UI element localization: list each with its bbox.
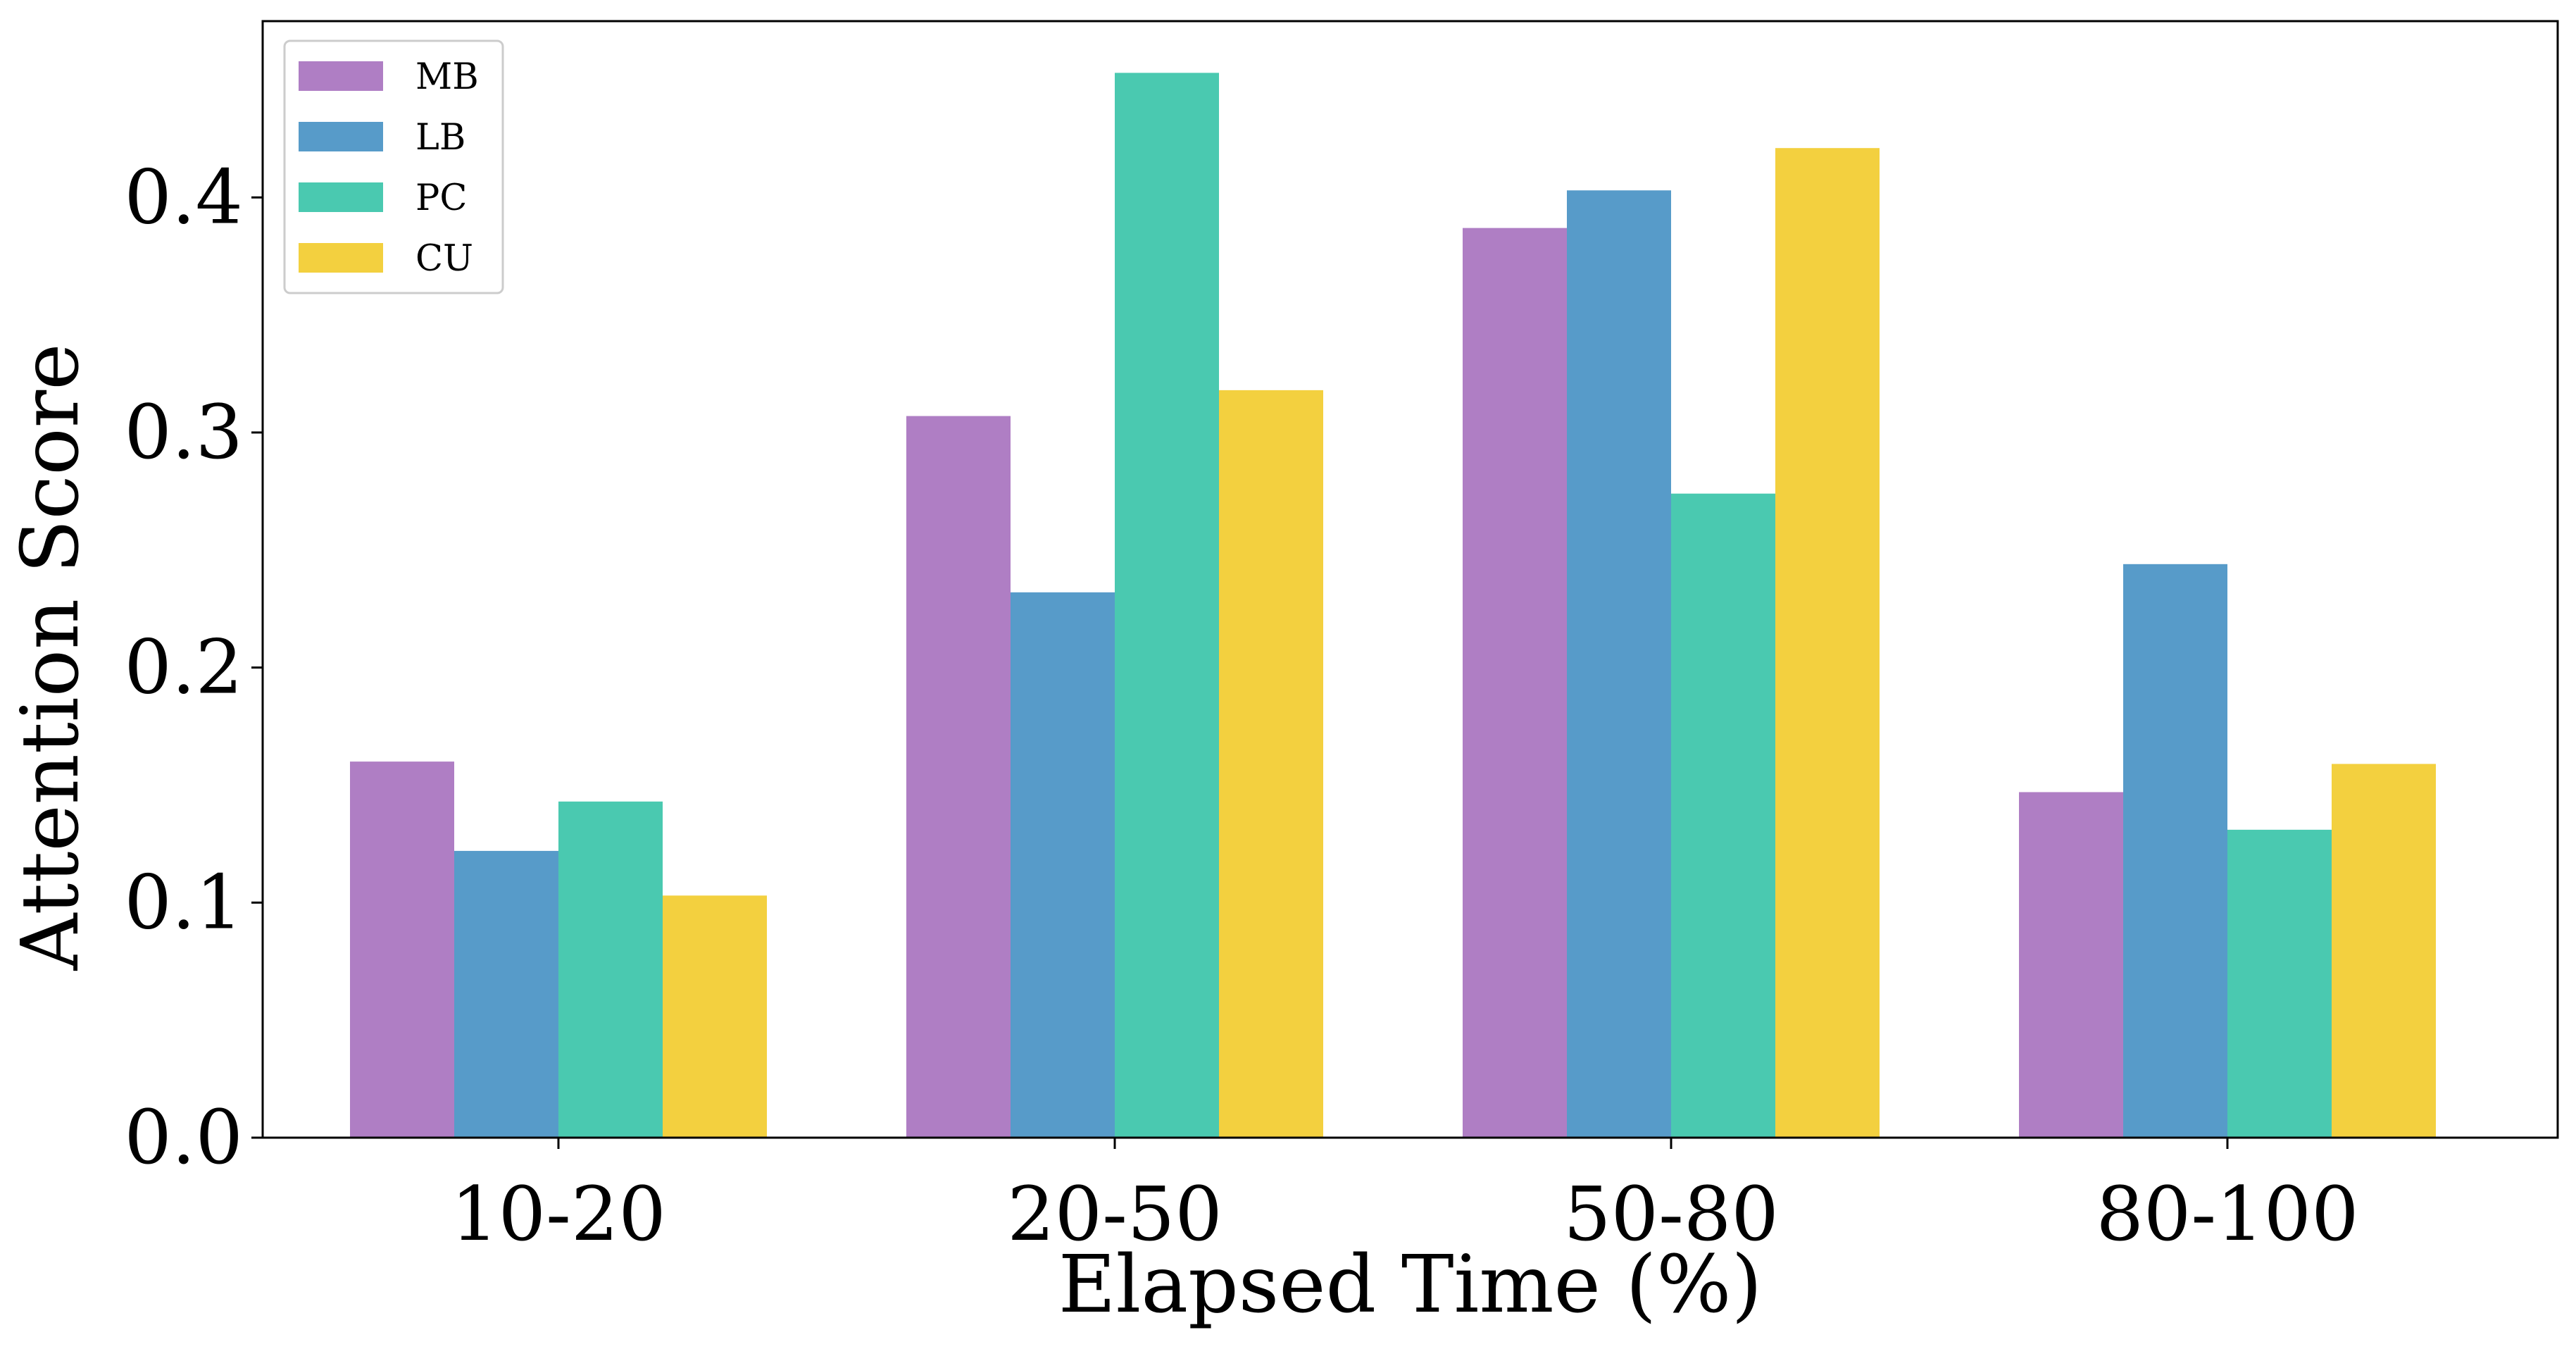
legend-label-mb: MB	[415, 56, 479, 98]
legend: MB LB PC CU	[283, 39, 504, 294]
bar-cu-80-100	[2332, 764, 2436, 1138]
bar-lb-80-100	[2123, 564, 2227, 1138]
y-tick-label: 0.3	[124, 389, 243, 475]
y-tick-label: 0.0	[124, 1094, 243, 1181]
y-tick-label: 0.1	[124, 859, 243, 945]
bar-mb-10-20	[350, 761, 454, 1138]
legend-box	[283, 39, 504, 294]
bar-lb-50-80	[1567, 190, 1671, 1138]
bar-mb-80-100	[2019, 792, 2123, 1138]
plot-frame	[261, 20, 2559, 1139]
bar-pc-80-100	[2227, 829, 2332, 1138]
bars-layer	[350, 73, 2436, 1138]
y-tick-label: 0.4	[124, 154, 243, 240]
bar-mb-20-50	[906, 416, 1011, 1138]
legend-items: MB LB PC CU	[299, 56, 479, 280]
legend-swatch-lb	[299, 122, 383, 151]
bar-pc-20-50	[1115, 73, 1219, 1138]
x-tick-label: 50-80	[1563, 1171, 1779, 1257]
x-axis-ticks: 10-20 20-50 50-80 80-100	[451, 1138, 2359, 1257]
bar-cu-50-80	[1775, 148, 1880, 1138]
y-axis-label: Attention Score	[5, 343, 96, 971]
y-axis-ticks: 0.0 0.1 0.2 0.3 0.4	[124, 154, 263, 1181]
x-tick-label: 80-100	[2096, 1171, 2358, 1257]
x-tick-label: 10-20	[451, 1171, 666, 1257]
bar-cu-10-20	[663, 895, 767, 1138]
legend-swatch-cu	[299, 243, 383, 273]
bar-pc-10-20	[558, 801, 663, 1138]
bar-cu-20-50	[1219, 390, 1323, 1138]
x-axis-label: Elapsed Time (%)	[1058, 1239, 1763, 1331]
legend-label-pc: PC	[415, 178, 467, 219]
x-tick-label: 20-50	[1007, 1171, 1223, 1257]
bar-mb-50-80	[1463, 228, 1567, 1138]
legend-label-cu: CU	[415, 238, 473, 280]
bar-lb-10-20	[454, 850, 558, 1138]
y-tick-label: 0.2	[124, 624, 243, 711]
legend-swatch-pc	[299, 182, 383, 212]
bar-lb-20-50	[1011, 592, 1115, 1138]
legend-swatch-mb	[299, 61, 383, 91]
bar-pc-50-80	[1671, 493, 1775, 1138]
legend-label-lb: LB	[415, 117, 465, 158]
